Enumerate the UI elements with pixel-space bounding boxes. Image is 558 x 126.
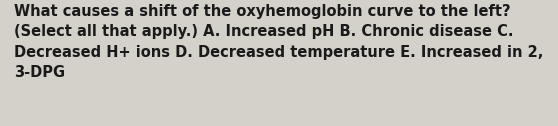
Text: What causes a shift of the oxyhemoglobin curve to the left?
(Select all that app: What causes a shift of the oxyhemoglobin… xyxy=(14,4,543,80)
